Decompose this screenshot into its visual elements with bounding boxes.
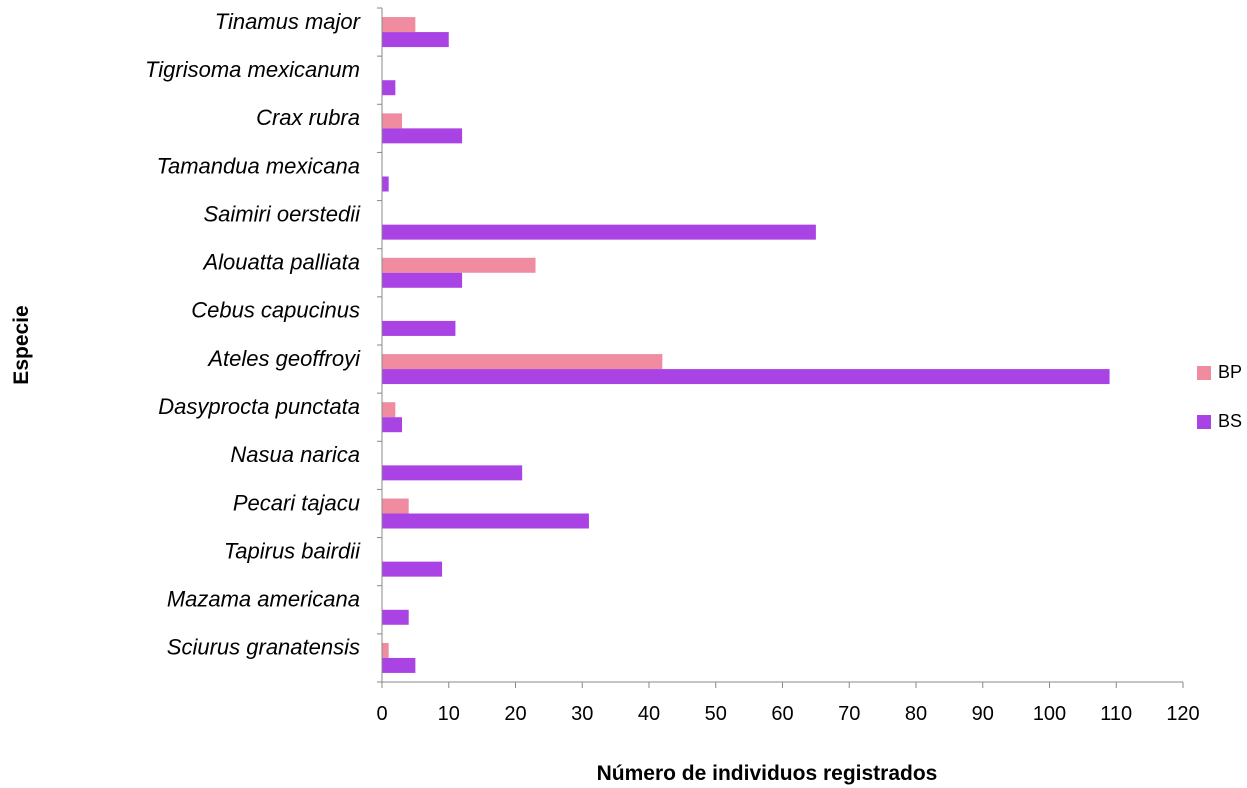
x-tick-label: 110 [1100, 703, 1132, 725]
bar-bs [382, 465, 523, 481]
bar-bs [382, 80, 396, 96]
category-label: Mazama americana [167, 587, 360, 612]
bar-bs [382, 272, 463, 288]
category-label: Tapirus bairdii [224, 538, 361, 563]
bar-bp [382, 113, 403, 129]
bar-bp [382, 354, 663, 370]
bar-bp [382, 642, 389, 658]
category-label: Tinamus major [215, 9, 362, 34]
category-label: Alouatta palliata [201, 250, 360, 275]
category-label: Tamandua mexicana [157, 153, 360, 178]
bar-bs [382, 369, 1110, 385]
y-axis-title: Especie [10, 305, 33, 384]
category-label: Cebus capucinus [191, 298, 360, 323]
x-tick-label: 90 [972, 703, 994, 725]
x-tick-label: 120 [1166, 703, 1199, 725]
bar-bs [382, 609, 409, 625]
x-tick-label: 50 [705, 703, 727, 725]
legend-label-bs: BS [1218, 411, 1242, 431]
axes-group [377, 7, 1184, 688]
bar-bp [382, 402, 396, 418]
bar-bs [382, 561, 443, 577]
bar-bp [382, 257, 536, 273]
bar-bs [382, 32, 449, 48]
x-tick-label: 80 [905, 703, 927, 725]
x-tick-label: 20 [504, 703, 526, 725]
bars-group [382, 17, 1110, 673]
x-tick-label: 30 [571, 703, 593, 725]
x-tick-label: 40 [638, 703, 660, 725]
bar-bs [382, 417, 403, 433]
category-label: Nasua narica [230, 442, 360, 467]
legend-label-bp: BP [1218, 362, 1242, 382]
legend-swatch-bs [1197, 415, 1211, 429]
bar-bs [382, 224, 816, 240]
x-tick-label: 70 [838, 703, 860, 725]
bar-bs [382, 176, 389, 192]
category-label: Ateles geoffroyi [206, 346, 361, 371]
legend-swatch-bp [1197, 366, 1211, 380]
bar-bs [382, 513, 589, 529]
bar-bp [382, 498, 409, 514]
bar-bs [382, 128, 463, 144]
category-label: Saimiri oerstedii [204, 201, 362, 226]
category-label: Sciurus granatensis [167, 635, 360, 660]
x-tick-label: 10 [438, 703, 460, 725]
legend: BP BS [1197, 362, 1242, 431]
category-label: Pecari tajacu [233, 490, 360, 515]
category-label: Tigrisoma mexicanum [145, 57, 360, 82]
x-tick-labels: 0 10 20 30 40 50 60 70 80 90 100 110 120 [376, 703, 1199, 725]
bar-bp [382, 17, 416, 33]
x-tick-label: 100 [1033, 703, 1066, 725]
bar-bs [382, 320, 456, 336]
x-axis-title: Número de individuos registrados [597, 762, 938, 785]
category-labels: Tinamus major Tigrisoma mexicanum Crax rub… [145, 9, 362, 660]
x-tick-label: 0 [376, 703, 387, 725]
category-label: Crax rubra [256, 105, 360, 130]
x-tick-label: 60 [771, 703, 793, 725]
bar-bs [382, 657, 416, 673]
category-label: Dasyprocta punctata [158, 394, 360, 419]
